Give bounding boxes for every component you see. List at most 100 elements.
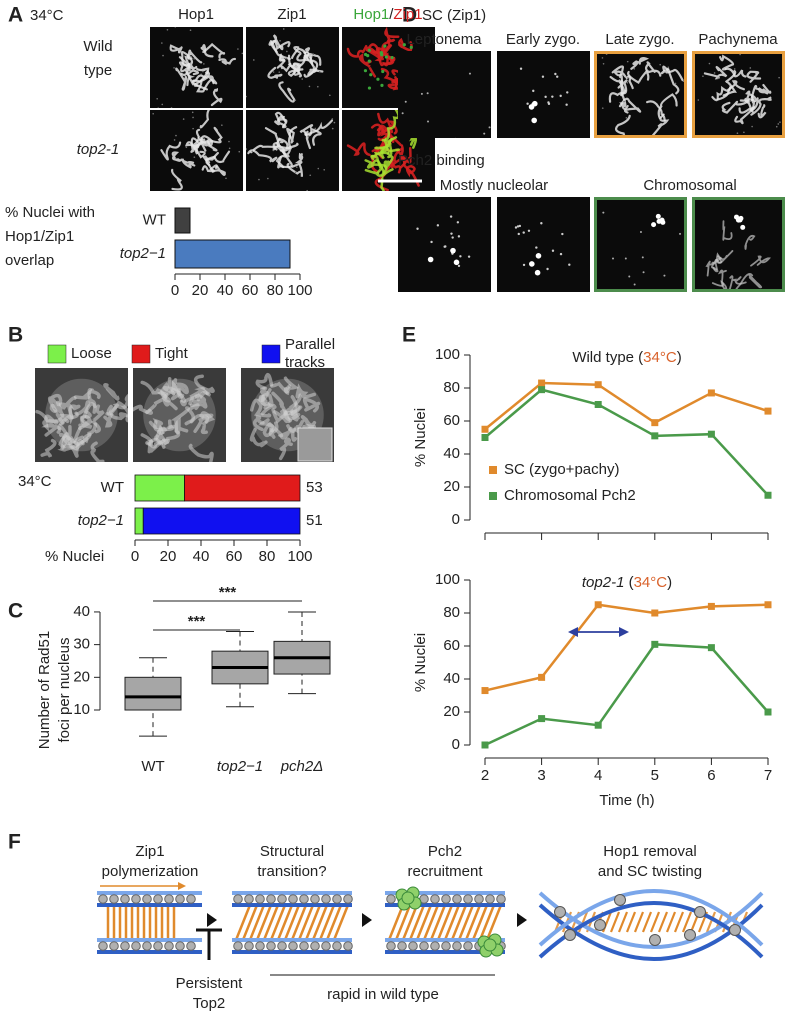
hop1 (485, 894, 495, 904)
significance-label: *** (219, 584, 237, 601)
bar-segment (134, 507, 144, 535)
y-tick-label: 40 (443, 670, 460, 687)
spot (367, 86, 372, 90)
x-tick-label: 100 (287, 548, 312, 565)
x-tick-label: 60 (226, 548, 243, 565)
twisted-axis (538, 889, 764, 947)
bar (174, 239, 291, 269)
spot (565, 103, 568, 106)
spot (551, 95, 554, 98)
x-tick-label: 6 (707, 767, 715, 784)
micrograph (150, 27, 243, 108)
spot (459, 255, 462, 258)
chromosome (291, 152, 304, 168)
spot (612, 257, 615, 260)
spot (625, 117, 628, 119)
legend-label: Chromosomal Pch2 (504, 487, 636, 504)
hop1 (310, 941, 320, 951)
spot (203, 63, 205, 65)
spot (221, 124, 223, 126)
chromosome (271, 408, 293, 424)
arrow-head (568, 627, 578, 637)
chromosome (358, 53, 377, 78)
hop1 (153, 941, 163, 951)
chromosome (346, 44, 368, 58)
chromosome (202, 151, 219, 162)
x-tick-label: 0 (171, 282, 179, 299)
chromosome (720, 275, 734, 292)
chromosome (255, 372, 274, 390)
category-label: pch2Δ (280, 758, 324, 775)
pch2 (483, 938, 497, 952)
spot (309, 174, 312, 177)
spot (191, 111, 194, 114)
spot (633, 283, 636, 286)
chromosome (732, 276, 747, 285)
legend-label: Parallel tracks (285, 336, 336, 371)
hop1 (266, 894, 276, 904)
significance-label: *** (188, 613, 206, 630)
zip1 (290, 904, 308, 941)
spot (601, 107, 604, 109)
micrograph (133, 368, 226, 462)
group-label: Chromosomal (643, 177, 736, 194)
chromosome (268, 34, 284, 51)
spot (529, 261, 535, 267)
spot (161, 42, 163, 44)
hop1 (233, 941, 243, 951)
spot (527, 229, 531, 233)
stage-label: Pachynema (698, 31, 778, 48)
spot (675, 51, 677, 52)
step-arrow (362, 913, 372, 927)
chromosome (748, 274, 763, 289)
chromosome (270, 39, 291, 53)
group-label: Mostly nucleolar (440, 177, 548, 194)
chromosome (199, 110, 210, 129)
y-tick-label: 0 (452, 511, 460, 528)
chromosome (705, 260, 715, 277)
zip1 (401, 904, 419, 941)
category-label: top2−1 (78, 512, 124, 529)
panel-subheading: Pch2 binding (398, 152, 485, 169)
marker (594, 601, 602, 609)
legend-text: Parallel tracks (285, 336, 336, 371)
panel-letter: C (8, 600, 23, 623)
zip1 (681, 911, 693, 933)
legend-swatch (131, 344, 151, 364)
chromosome (109, 393, 128, 414)
spot (748, 48, 750, 50)
chromosome (278, 81, 296, 103)
spot (739, 53, 741, 56)
chromosome (346, 142, 371, 157)
spot (544, 95, 547, 99)
chromosome (277, 137, 299, 150)
chromosome (160, 141, 182, 161)
hop1 (430, 941, 440, 951)
zip1 (311, 904, 329, 941)
marker (764, 491, 772, 499)
zip1 (234, 904, 252, 941)
spot (535, 246, 538, 249)
hop1 (310, 894, 320, 904)
spot (317, 167, 320, 170)
chromosome (210, 88, 223, 107)
chromosome (750, 96, 772, 116)
y-tick-label: 80 (443, 604, 460, 621)
zip1 (262, 904, 280, 941)
y-tick-label: 40 (73, 603, 90, 620)
chart-title-part: top2-1 (582, 574, 625, 591)
spot (366, 54, 370, 58)
chromosome (78, 402, 97, 429)
spot (430, 240, 433, 244)
spot (312, 53, 315, 56)
spot (779, 121, 781, 123)
hop1 (186, 941, 196, 951)
micrograph (246, 110, 339, 191)
chromosome (304, 119, 333, 136)
spot (734, 214, 740, 220)
chromosome (293, 46, 306, 62)
spot (199, 136, 201, 139)
marker (764, 708, 772, 716)
column-header: Hop1/Zip1 (353, 6, 422, 23)
x-tick-label: 40 (193, 548, 210, 565)
